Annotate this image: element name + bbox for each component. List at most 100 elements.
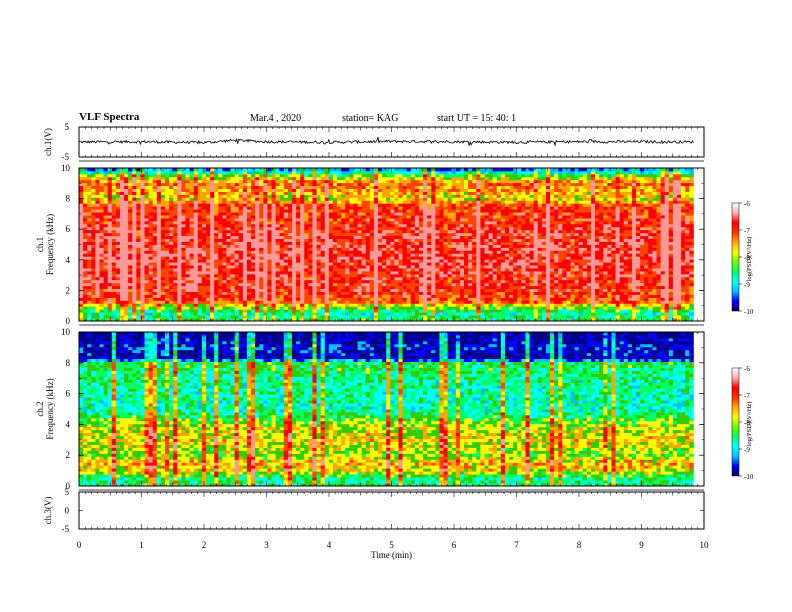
spectrogram-cell: [644, 285, 649, 290]
spectrogram-cell: [595, 294, 600, 298]
spectrogram-cell: [627, 235, 633, 240]
spectrogram-cell: [111, 270, 117, 275]
spectrogram-cell: [525, 259, 530, 263]
spectrogram-cell: [664, 232, 670, 237]
spectrogram-cell: [316, 270, 322, 275]
spectrogram-cell: [324, 297, 330, 301]
spectrogram-cell: [681, 309, 686, 313]
spectrogram-cell: [107, 303, 113, 307]
spectrogram-cell: [394, 276, 399, 281]
spectrogram-cell: [599, 291, 604, 295]
spectrogram-cell: [95, 312, 100, 316]
spectrogram-cell: [238, 294, 244, 298]
spectrogram-cell: [545, 309, 551, 313]
spectrogram-cell: [361, 282, 367, 287]
spectrogram-cell: [676, 279, 682, 284]
spectrogram-cell: [533, 288, 539, 292]
spectrogram-cell: [283, 226, 289, 231]
station-label: station= KAG: [342, 113, 399, 124]
spectrogram-cell: [685, 312, 690, 316]
spectrogram-cell: [681, 282, 686, 287]
spectrogram-cell: [230, 300, 236, 304]
spectrogram-cell: [144, 226, 150, 231]
spectrogram-cell: [537, 282, 543, 287]
spectrogram-cell: [291, 306, 297, 310]
spectrogram-cell: [230, 244, 236, 248]
spectrogram-cell: [218, 268, 223, 272]
spectrogram-cell: [427, 247, 432, 251]
spectrogram-cell: [418, 270, 424, 275]
spectrogram-cell: [287, 238, 293, 242]
spectrogram-cell: [365, 256, 371, 260]
spectrogram-cell: [439, 303, 444, 307]
spectrogram-cell: [144, 256, 150, 260]
spectrogram-cell: [611, 306, 616, 310]
spectrogram-cell: [246, 285, 252, 290]
spectrogram-cell: [504, 303, 510, 307]
spectrogram-cell: [390, 318, 395, 322]
spectrogram-cell: [464, 282, 469, 287]
spectrogram-cell: [271, 300, 276, 304]
spectrogram-cell: [545, 282, 551, 287]
spectrogram-cell: [111, 273, 117, 278]
spectrogram-cell: [79, 273, 84, 278]
spectrogram-cell: [152, 294, 158, 298]
spectrogram-cell: [570, 288, 575, 292]
spectrogram-cell: [152, 315, 158, 319]
spectrogram-cell: [521, 229, 526, 234]
spectrogram-cell: [226, 273, 231, 278]
spectrogram-cell: [656, 282, 662, 287]
spectrogram-cell: [418, 309, 424, 313]
spectrogram-cell: [165, 268, 170, 272]
spectrogram-cell: [648, 253, 653, 257]
spectrogram-cell: [111, 268, 117, 272]
spectrogram-cell: [279, 232, 285, 237]
spectrogram-cell: [234, 232, 240, 237]
spectrogram-cell: [345, 265, 350, 269]
spectrogram-cell: [263, 306, 268, 310]
spectrogram-cell: [541, 241, 547, 245]
spectrogram-cell: [402, 288, 408, 292]
spectrogram-cell: [423, 297, 428, 301]
spectrogram-cell: [615, 300, 621, 304]
spectrogram-cell: [386, 226, 391, 231]
spectrogram-cell: [242, 312, 248, 316]
spectrogram-cell: [378, 294, 383, 298]
spectrogram-cell: [328, 268, 334, 272]
spectrogram-cell: [95, 259, 100, 263]
spectrogram-cell: [144, 270, 150, 275]
spectrogram-cell: [304, 291, 309, 295]
spectrogram-cell: [308, 244, 313, 248]
spectrogram-cell: [509, 294, 514, 298]
spectrogram-cell: [365, 273, 371, 278]
spectrogram-cell: [242, 229, 248, 234]
spectrogram-cell: [488, 235, 494, 240]
spectrogram-cell: [144, 235, 150, 240]
spectrogram-cell: [222, 276, 227, 281]
spectrogram-cell: [521, 306, 526, 310]
spectrogram-cell: [287, 285, 293, 290]
spectrogram-cell: [574, 309, 580, 313]
spectrogram-cell: [607, 309, 612, 313]
spectrogram-cell: [124, 315, 129, 319]
spectrogram-cell: [132, 229, 137, 234]
spectrogram-cell: [529, 291, 535, 295]
spectrogram-cell: [455, 250, 461, 254]
spectrogram-cell: [681, 294, 686, 298]
spectrogram-cell: [95, 285, 100, 290]
spectrogram-cell: [423, 259, 428, 263]
spectrogram-cell: [275, 244, 281, 248]
spectrogram-cell: [115, 291, 121, 295]
spectrogram-cell: [550, 232, 555, 237]
spectrogram-cell: [472, 306, 477, 310]
spectrogram-cell: [230, 232, 236, 237]
spectrogram-cell: [312, 232, 317, 237]
spectrogram-cell: [570, 306, 575, 310]
spectrogram-cell: [197, 318, 203, 322]
spectrogram-cell: [423, 241, 428, 245]
spectrogram-cell: [263, 268, 268, 272]
spectrogram-cell: [386, 253, 391, 257]
spectrogram-cell: [91, 226, 96, 231]
spectrogram-cell: [509, 282, 514, 287]
spectrogram-cell: [427, 235, 432, 240]
